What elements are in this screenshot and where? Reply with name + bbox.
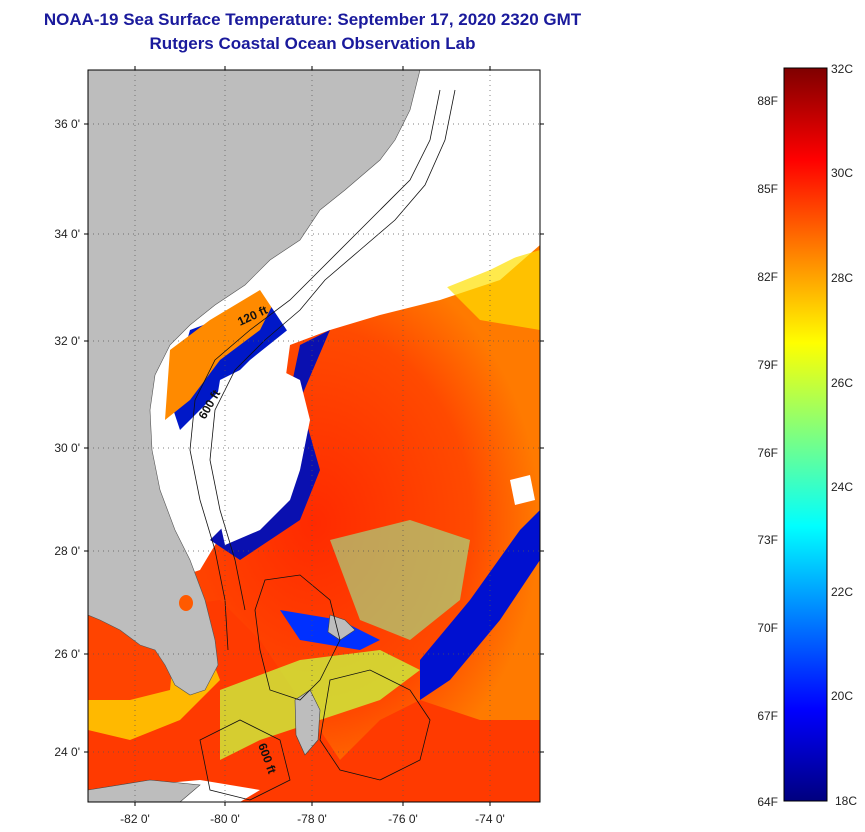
land-cuba [88,779,201,802]
map-title: NOAA-19 Sea Surface Temperature: Septemb… [43,10,582,29]
cool-transition-zone [330,520,470,640]
cloud-mask [510,475,535,505]
lat-label: 34 0' [54,227,80,241]
map-subtitle: Rutgers Coastal Ocean Observation Lab [149,34,476,53]
bathymetry-contour [199,719,291,801]
lon-label: -78 0' [297,812,327,826]
cold-water-streak [420,510,540,700]
lon-label: -82 0' [120,812,150,826]
cloud-mask [210,360,310,545]
lat-label: 32 0' [54,334,80,348]
land-mass-us [88,70,421,696]
cloud-mask [88,70,540,335]
lat-label: 24 0' [54,745,80,759]
map-grid [88,70,540,802]
lon-label: -80 0' [210,812,240,826]
lat-label: 28 0' [54,544,80,558]
bathymetry-contour [209,89,456,611]
land-bahamas [327,614,356,641]
cool-transition-zone [220,650,420,760]
bathymetry-contour [254,574,341,701]
bathymetry-contour [319,669,431,781]
lat-label: 26 0' [54,647,80,661]
lon-label: -76 0' [388,812,418,826]
bathymetry-contour [189,89,441,651]
lake-okeechobee [179,595,193,611]
coastal-warm-strip [165,290,280,420]
lat-label: 36 0' [54,117,80,131]
lat-label: 30 0' [54,441,80,455]
lon-label: -74 0' [475,812,505,826]
